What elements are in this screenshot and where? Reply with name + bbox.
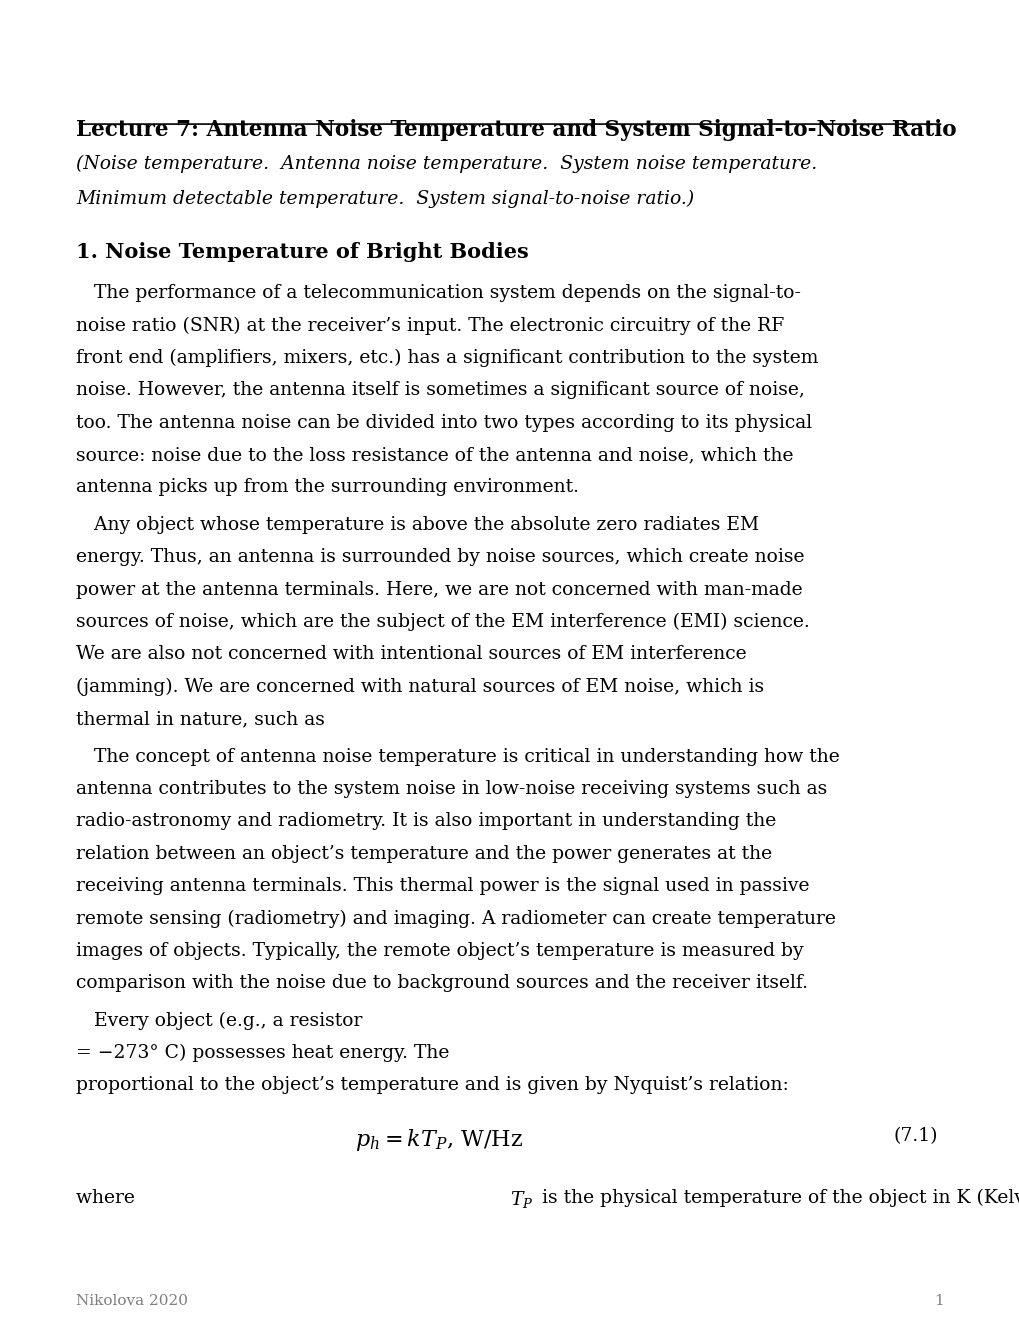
Text: proportional to the object’s temperature and is given by Nyquist’s relation:: proportional to the object’s temperature… xyxy=(76,1077,789,1094)
Text: The concept of antenna noise temperature is critical in understanding how the: The concept of antenna noise temperature… xyxy=(76,747,840,766)
Text: source: noise due to the loss resistance of the antenna and noise, which the: source: noise due to the loss resistance… xyxy=(76,446,793,465)
Text: The performance of a telecommunication system depends on the signal-to-: The performance of a telecommunication s… xyxy=(76,285,801,302)
Text: $T_P$: $T_P$ xyxy=(510,1188,533,1209)
Text: Minimum detectable temperature.  System signal-to-noise ratio.): Minimum detectable temperature. System s… xyxy=(76,190,694,207)
Text: comparison with the noise due to background sources and the receiver itself.: comparison with the noise due to backgro… xyxy=(76,974,808,993)
Text: relation between an object’s temperature and the power generates at the: relation between an object’s temperature… xyxy=(76,845,771,863)
Text: $p_h = kT_P$, W/Hz: $p_h = kT_P$, W/Hz xyxy=(355,1127,522,1154)
Text: where: where xyxy=(76,1188,142,1206)
Text: Any object whose temperature is above the absolute zero radiates EM: Any object whose temperature is above th… xyxy=(76,516,759,535)
Text: images of objects. Typically, the remote object’s temperature is measured by: images of objects. Typically, the remote… xyxy=(76,942,803,960)
Text: 1: 1 xyxy=(932,1294,943,1308)
Text: too. The antenna noise can be divided into two types according to its physical: too. The antenna noise can be divided in… xyxy=(76,414,812,432)
Text: remote sensing (radiometry) and imaging. A radiometer can create temperature: remote sensing (radiometry) and imaging.… xyxy=(76,909,836,928)
Text: receiving antenna terminals. This thermal power is the signal used in passive: receiving antenna terminals. This therma… xyxy=(76,876,809,895)
Text: thermal in nature, such as: thermal in nature, such as xyxy=(76,710,331,729)
Text: (Noise temperature.  Antenna noise temperature.  System noise temperature.: (Noise temperature. Antenna noise temper… xyxy=(76,154,817,173)
Text: antenna picks up from the surrounding environment.: antenna picks up from the surrounding en… xyxy=(76,478,579,496)
Text: We are also not concerned with intentional sources of EM interference: We are also not concerned with intention… xyxy=(76,645,746,664)
Text: noise. However, the antenna itself is sometimes a significant source of noise,: noise. However, the antenna itself is so… xyxy=(76,381,805,400)
Text: antenna contributes to the system noise in low-noise receiving systems such as: antenna contributes to the system noise … xyxy=(76,780,827,799)
Text: sources of noise, which are the subject of the EM interference (EMI) science.: sources of noise, which are the subject … xyxy=(76,612,809,631)
Text: = −273° C) possesses heat energy. The: = −273° C) possesses heat energy. The xyxy=(76,1044,455,1063)
Text: radio-astronomy and radiometry. It is also important in understanding the: radio-astronomy and radiometry. It is al… xyxy=(76,812,776,830)
Text: noise ratio (SNR) at the receiver’s input. The electronic circuitry of the RF: noise ratio (SNR) at the receiver’s inpu… xyxy=(76,317,784,335)
Text: Lecture 7: Antenna Noise Temperature and System Signal-to-Noise Ratio: Lecture 7: Antenna Noise Temperature and… xyxy=(76,119,956,141)
Text: power at the antenna terminals. Here, we are not concerned with man-made: power at the antenna terminals. Here, we… xyxy=(76,581,802,599)
Text: front end (amplifiers, mixers, etc.) has a significant contribution to the syste: front end (amplifiers, mixers, etc.) has… xyxy=(76,350,818,367)
Text: (jamming). We are concerned with natural sources of EM noise, which is: (jamming). We are concerned with natural… xyxy=(76,677,764,696)
Text: (7.1): (7.1) xyxy=(893,1127,937,1146)
Text: Every object (e.g., a resistor: Every object (e.g., a resistor xyxy=(76,1011,369,1030)
Text: energy. Thus, an antenna is surrounded by noise sources, which create noise: energy. Thus, an antenna is surrounded b… xyxy=(76,548,804,566)
Text: 1. Noise Temperature of Bright Bodies: 1. Noise Temperature of Bright Bodies xyxy=(76,243,529,263)
Text: Nikolova 2020: Nikolova 2020 xyxy=(76,1294,189,1308)
Text: is the physical temperature of the object in K (Kelvin degrees) and: is the physical temperature of the objec… xyxy=(536,1188,1019,1206)
